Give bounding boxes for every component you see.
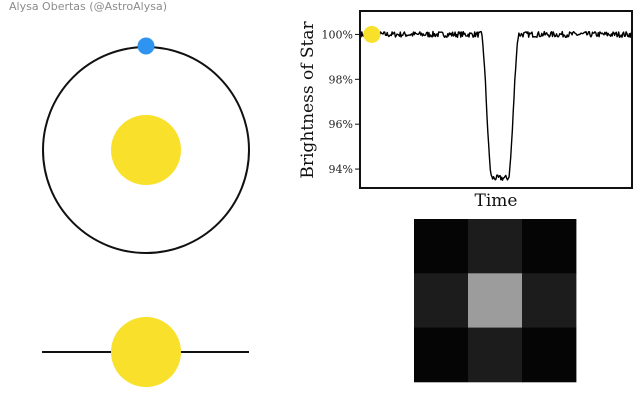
detector-pixel [414,327,469,383]
detector-pixel [468,327,523,383]
detector-pixel [522,219,577,274]
detector-pixel-grid [414,219,577,383]
detector-pixel [522,273,577,328]
y-tick-label: 98% [329,73,353,86]
x-axis-label: Time [475,191,518,211]
star-top-view [111,115,181,185]
y-tick-label: 96% [329,118,353,131]
planet-top-view [137,37,155,55]
author-credit: Alysa Obertas (@AstroAlysa) [9,0,167,13]
star-side-view [111,317,181,387]
y-axis-label: Brightness of Star [298,21,318,179]
detector-pixel [468,219,523,274]
top-view [42,37,250,254]
current-time-marker [363,25,381,43]
light-curve-chart: 94% 96% 98% 100% Time Brightness of Star [298,10,633,211]
light-curve-series [360,30,632,181]
y-axis-ticks: 94% 96% 98% 100% [322,28,360,176]
detector-pixel [468,273,523,328]
y-tick-label: 100% [322,28,353,41]
y-tick-label: 94% [329,163,353,176]
chart-plot-area [359,10,633,189]
side-view [42,317,249,387]
detector-pixel [414,273,469,328]
detector-pixel [522,327,577,383]
detector-pixel [414,219,469,274]
